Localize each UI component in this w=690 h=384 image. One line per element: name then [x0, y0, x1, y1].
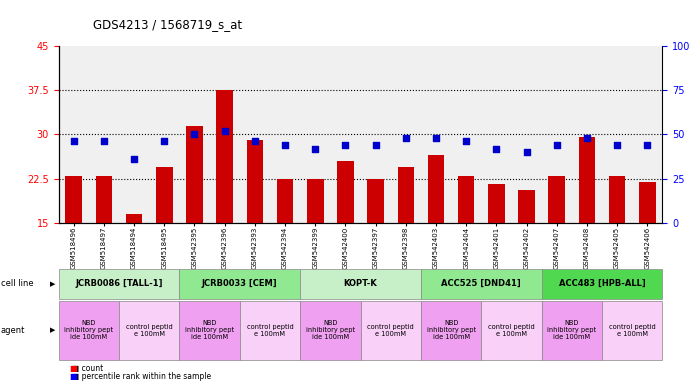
Bar — [337, 161, 354, 223]
Point — [279, 142, 290, 148]
Point — [400, 135, 411, 141]
Point — [310, 146, 321, 152]
Text: control peptid
e 100mM: control peptid e 100mM — [609, 324, 656, 337]
Point — [461, 138, 472, 144]
Text: ▶: ▶ — [50, 328, 55, 333]
Point — [128, 156, 139, 162]
Text: ACC525 [DND41]: ACC525 [DND41] — [442, 279, 521, 288]
Bar — [609, 175, 625, 223]
Bar — [428, 155, 444, 223]
Bar — [639, 182, 656, 223]
Text: JCRB0086 [TALL-1]: JCRB0086 [TALL-1] — [75, 279, 163, 288]
Point — [582, 135, 593, 141]
Bar — [458, 175, 475, 223]
Point — [189, 131, 200, 137]
Point — [611, 142, 622, 148]
Text: ■ count: ■ count — [72, 364, 104, 373]
Text: NBD
inhibitory pept
ide 100mM: NBD inhibitory pept ide 100mM — [426, 320, 475, 341]
Text: cell line: cell line — [1, 279, 33, 288]
Point — [431, 135, 442, 141]
Bar — [277, 179, 293, 223]
Text: ACC483 [HPB-ALL]: ACC483 [HPB-ALL] — [559, 279, 645, 288]
Text: control peptid
e 100mM: control peptid e 100mM — [246, 324, 293, 337]
Text: ■ percentile rank within the sample: ■ percentile rank within the sample — [72, 372, 212, 381]
Text: ■: ■ — [69, 364, 77, 373]
Bar — [96, 175, 112, 223]
Point — [642, 142, 653, 148]
Point — [551, 142, 562, 148]
Point — [159, 138, 170, 144]
Point — [249, 138, 260, 144]
Text: NBD
inhibitory pept
ide 100mM: NBD inhibitory pept ide 100mM — [547, 320, 596, 341]
Text: ▶: ▶ — [50, 281, 55, 287]
Bar — [397, 167, 414, 223]
Bar — [156, 167, 172, 223]
Point — [340, 142, 351, 148]
Bar — [66, 175, 82, 223]
Point — [68, 138, 79, 144]
Text: control peptid
e 100mM: control peptid e 100mM — [126, 324, 172, 337]
Bar — [488, 184, 504, 223]
Text: ■: ■ — [69, 372, 77, 381]
Bar — [246, 140, 263, 223]
Text: control peptid
e 100mM: control peptid e 100mM — [488, 324, 535, 337]
Point — [521, 149, 532, 155]
Bar — [126, 214, 142, 223]
Text: NBD
inhibitory pept
ide 100mM: NBD inhibitory pept ide 100mM — [64, 320, 113, 341]
Point — [491, 146, 502, 152]
Bar — [217, 90, 233, 223]
Text: control peptid
e 100mM: control peptid e 100mM — [367, 324, 414, 337]
Text: JCRB0033 [CEM]: JCRB0033 [CEM] — [202, 279, 277, 288]
Point — [219, 128, 230, 134]
Bar — [307, 179, 324, 223]
Text: agent: agent — [1, 326, 25, 335]
Text: KOPT-K: KOPT-K — [344, 279, 377, 288]
Text: NBD
inhibitory pept
ide 100mM: NBD inhibitory pept ide 100mM — [306, 320, 355, 341]
Point — [99, 138, 110, 144]
Point — [370, 142, 381, 148]
Bar — [579, 137, 595, 223]
Bar — [549, 175, 565, 223]
Bar — [518, 190, 535, 223]
Bar — [186, 126, 203, 223]
Bar — [367, 179, 384, 223]
Text: GDS4213 / 1568719_s_at: GDS4213 / 1568719_s_at — [93, 18, 242, 31]
Text: NBD
inhibitory pept
ide 100mM: NBD inhibitory pept ide 100mM — [185, 320, 234, 341]
